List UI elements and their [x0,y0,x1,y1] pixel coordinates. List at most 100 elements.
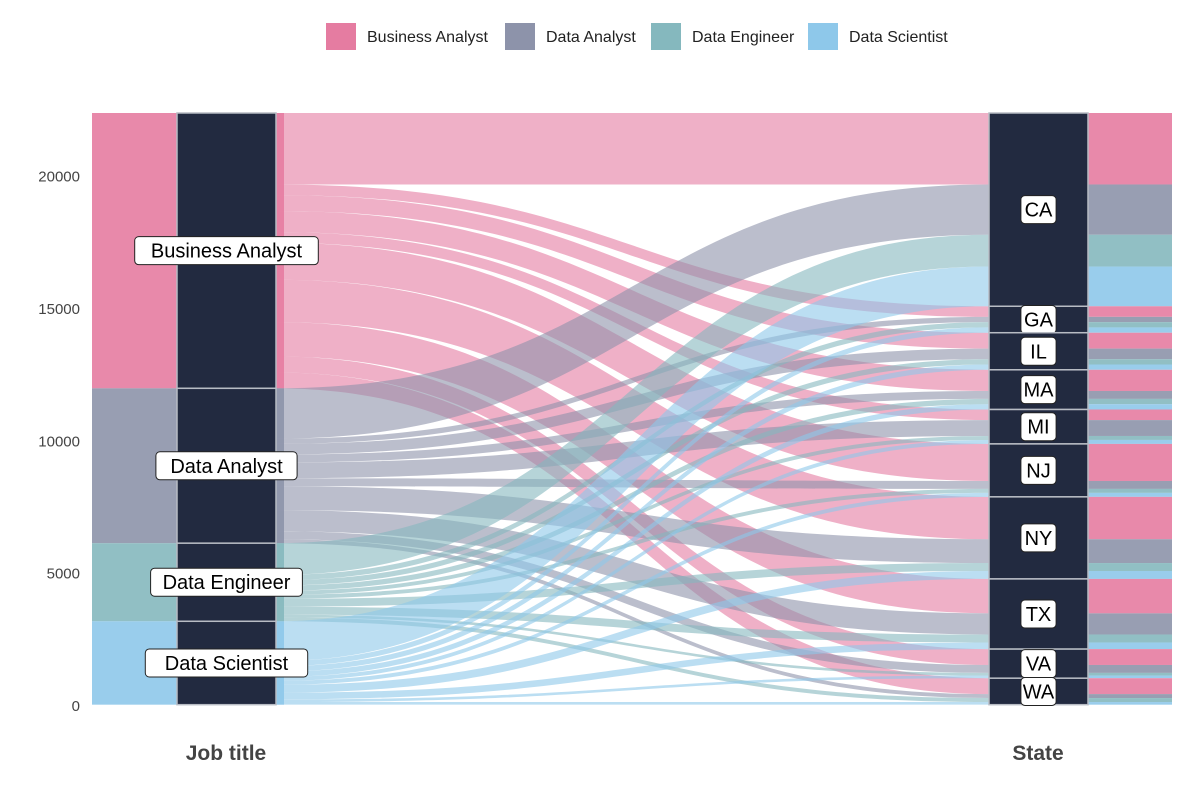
y-tick-label-0: 0 [72,698,80,715]
state-node-label-box-nj [1020,455,1057,485]
right-band-il-business-analyst [1088,332,1172,349]
legend-item-business-analyst: Business Analyst [326,23,489,50]
right-band-mi-data-scientist [1088,439,1172,444]
right-band-ga-data-scientist [1088,327,1172,333]
right-band-il-data-engineer [1088,359,1172,365]
legend-swatch-data-engineer [651,23,681,50]
job-node-label-data-engineer: Data Engineer [163,572,291,594]
state-node-label-nj: NJ [1026,460,1050,482]
flow-data-scientist-il [276,364,989,672]
right-band-ga-data-engineer [1088,322,1172,328]
right-band-wa-data-analyst [1088,694,1172,699]
flow-data-engineer-nj [276,488,989,599]
right-band-ny-data-engineer [1088,563,1172,571]
right-band-wa-data-scientist [1088,702,1172,705]
flow-data-analyst-ca [276,184,989,439]
right-band-ma-data-scientist [1088,404,1172,410]
y-tick-label-15000: 15000 [38,301,80,318]
flow-business-analyst-ca [276,113,989,185]
state-node-label-ca: CA [1025,200,1053,222]
right-band-ga-business-analyst [1088,306,1172,317]
job-node-label-box-data-analyst [155,451,298,481]
axis-label-state: State [1012,742,1063,765]
flow-data-scientist-nj [276,492,989,685]
state-node-label-tx: TX [1026,604,1052,626]
legend-label-data-scientist: Data Scientist [849,29,948,46]
state-node-label-box-tx [1020,599,1057,629]
right-band-nj-business-analyst [1088,443,1172,481]
legend-label-business-analyst: Business Analyst [367,29,489,46]
right-band-ga-data-analyst [1088,316,1172,323]
legend-label-data-analyst: Data Analyst [546,29,636,46]
right-band-wa-data-engineer [1088,698,1172,703]
legend-label-data-engineer: Data Engineer [692,29,795,46]
state-node-label-box-ma [1020,375,1057,405]
right-band-ca-data-analyst [1088,184,1172,235]
right-band-va-data-analyst [1088,664,1172,673]
state-node-label-ga: GA [1024,309,1054,331]
state-node-label-il: IL [1030,341,1047,363]
flow-data-analyst-ma [276,390,989,463]
right-band-va-data-scientist [1088,675,1172,679]
right-band-mi-data-analyst [1088,420,1172,436]
flow-data-scientist-ga [276,327,989,667]
job-node-label-box-data-scientist [144,648,309,678]
right-band-il-data-scientist [1088,364,1172,370]
right-band-ny-data-scientist [1088,570,1172,579]
y-axis: 0 5000 10000 15000 20000 [38,169,80,715]
legend: Business Analyst Data Analyst Data Enginee… [326,23,948,50]
right-band-tx-data-scientist [1088,642,1172,650]
flow-data-scientist-tx [276,642,989,700]
right-band-ma-data-analyst [1088,390,1172,399]
y-tick-label-10000: 10000 [38,433,80,450]
state-node-label-va: VA [1026,654,1052,676]
right-band-ny-data-analyst [1088,539,1172,564]
flow-business-analyst-ga [276,184,989,317]
nodes: Business Analyst Data Analyst Data Enginee… [134,112,1089,706]
right-band-ca-data-engineer [1088,234,1172,267]
right-band-ma-data-engineer [1088,398,1172,405]
flow-data-scientist-ca [276,266,989,661]
flow-business-analyst-va [276,356,989,665]
legend-item-data-analyst: Data Analyst [505,23,636,50]
state-node-label-box-ca [1020,195,1057,225]
job-node-label-data-analyst: Data Analyst [170,456,283,478]
right-band-va-data-engineer [1088,672,1172,676]
job-node-label-box-data-engineer [150,567,303,597]
legend-swatch-data-scientist [808,23,838,50]
flow-business-analyst-il [276,195,989,349]
state-node-label-mi: MI [1027,417,1049,439]
state-node-label-wa: WA [1023,681,1055,703]
state-node-label-ma: MA [1024,380,1055,402]
right-band-il-data-analyst [1088,348,1172,360]
y-tick-label-5000: 5000 [47,566,80,583]
flow-data-scientist-va [276,675,989,703]
axis-label-job-title: Job title [186,742,267,765]
flow-data-analyst-va [276,531,989,673]
job-node-label-business-analyst: Business Analyst [151,241,303,263]
flow-data-analyst-ga [276,316,989,444]
flows [92,113,1172,705]
state-node-label-box-ny [1020,523,1057,553]
right-band-ny-business-analyst [1088,496,1172,540]
right-band-tx-data-engineer [1088,634,1172,643]
flow-data-engineer-wa [276,617,989,703]
right-band-ca-business-analyst [1088,113,1172,185]
state-node-label-ny: NY [1025,528,1053,550]
right-band-nj-data-analyst [1088,480,1172,489]
legend-item-data-scientist: Data Scientist [808,23,948,50]
legend-swatch-business-analyst [326,23,356,50]
flow-data-engineer-va [276,614,989,676]
flow-business-analyst-nj [276,242,989,481]
job-node-label-data-scientist: Data Scientist [165,653,289,675]
legend-swatch-data-analyst [505,23,535,50]
right-band-tx-data-analyst [1088,613,1172,635]
right-band-mi-data-engineer [1088,435,1172,440]
y-tick-label-20000: 20000 [38,169,80,186]
right-band-mi-business-analyst [1088,409,1172,421]
flow-data-analyst-ny [276,486,989,564]
flow-data-engineer-mi [276,435,989,595]
flow-data-scientist-mi [276,439,989,681]
state-node-label-box-mi [1020,412,1057,442]
